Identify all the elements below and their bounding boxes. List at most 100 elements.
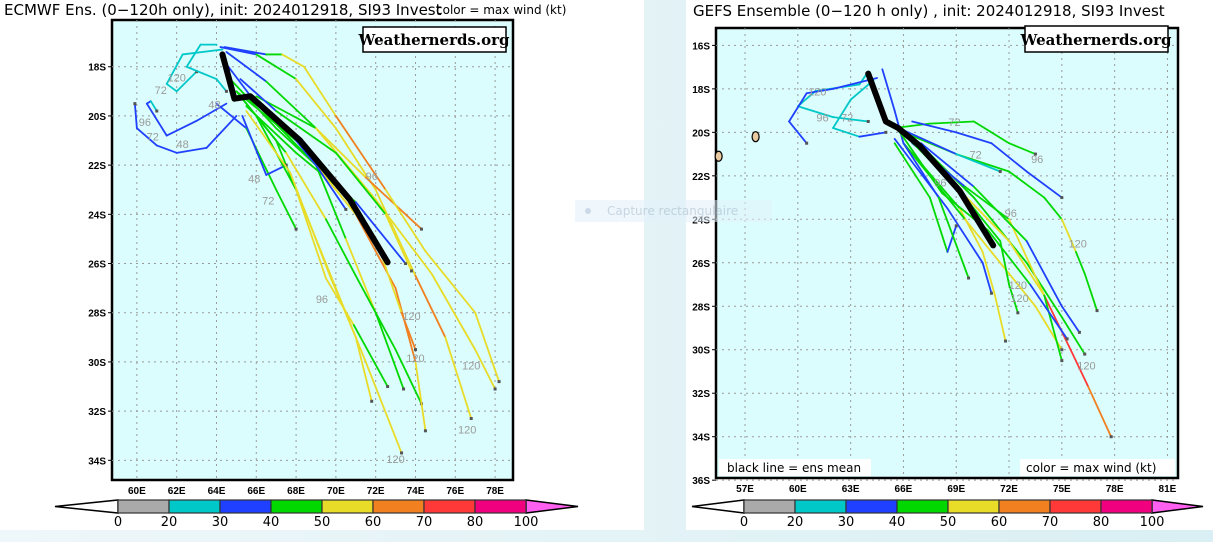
ecmwf-ensemble-member-track [185,43,228,93]
ecmwf-track-segment [430,272,477,351]
gefs-track-segment [990,142,1028,173]
gefs-lat-tick-label: 20S [692,128,710,139]
ecmwf-forecast-hour-label: 120 [406,353,424,365]
ecmwf-track-segment [295,188,327,280]
gefs-colorbar-label: 100 [1140,515,1165,530]
gefs-forecast-hour-label: 72 [948,117,960,129]
gefs-ensemble-map: GEFS Ensemble (0−120 h only) , init: 202… [691,2,1204,530]
ecmwf-track-segment [205,115,238,149]
gefs-track-endpoint [1083,352,1087,356]
ecmwf-track-segment [394,348,423,405]
ecmwf-track-segment [315,164,347,240]
ecmwf-ensemble-member-track [245,110,374,403]
gefs-legend-note: color = max wind (kt) [1026,461,1156,475]
ecmwf-track-segment [444,336,473,420]
gefs-track-segment [1043,196,1063,221]
ecmwf-colorbar-swatch [219,499,272,514]
ecmwf-track-segment [155,144,178,154]
gefs-lon-tick-label: 69E [947,484,965,495]
gefs-track-segment [911,120,958,134]
gefs-track-segment [796,105,834,119]
ecmwf-title: ECMWF Ens. (0−120h only), init: 20240129… [4,1,442,19]
gefs-track-segment [946,224,958,253]
gefs-forecast-hour-label: 96 [934,178,946,190]
ecmwf-track-endpoint [224,89,228,93]
ecmwf-lon-tick-label: 72E [367,486,385,497]
ecmwf-track-endpoint [344,207,348,211]
ecmwf-track-segment [181,48,224,56]
ecmwf-colorbar-label: 70 [416,515,433,530]
gefs-lat-tick-label: 28S [692,302,710,313]
gefs-lat-tick-label: 18S [692,85,710,96]
ecmwf-track-segment [241,115,268,176]
ecmwf-track-segment [165,83,178,93]
gefs-colorbar-swatch [896,499,949,514]
gefs-track-endpoint [866,119,870,123]
ecmwf-track-endpoint [404,262,408,266]
gefs-track-segment [788,120,808,145]
gefs-track-endpoint [1077,330,1081,334]
ecmwf-track-segment [424,250,477,314]
gefs-track-segment [964,218,1010,275]
gefs-track-segment [928,196,949,253]
ecmwf-colorbar-label: 40 [263,515,280,530]
ecmwf-forecast-hour-label: 120 [458,424,476,436]
gefs-lat-tick-label: 22S [692,172,710,183]
gefs-watermark-box [1024,25,1169,53]
ecmwf-track-segment [334,115,387,191]
gefs-track-segment [1043,294,1072,351]
ecmwf-ensemble-member-track [239,78,414,273]
gefs-track-segment [964,185,1010,221]
ecmwf-track-segment [245,110,292,174]
ecmwf-forecast-hour-label: 72 [262,195,274,207]
ecmwf-colorbar-label: 100 [514,515,539,530]
ecmwf-track-endpoint [294,227,298,231]
ecmwf-ensemble-member-track [133,102,238,154]
ecmwf-track-segment [255,53,297,80]
gefs-track-segment [1008,142,1037,155]
ecmwf-lon-tick-label: 64E [208,486,226,497]
gefs-track-segment [1060,316,1086,355]
gefs-colorbar-label: 20 [787,515,804,530]
gefs-lat-tick-label: 26S [692,259,710,270]
gefs-track-segment [1008,283,1019,314]
ecmwf-colorbar-swatch [270,499,323,514]
gefs-lat-tick-label: 32S [692,389,710,400]
ecmwf-track-segment [145,102,168,137]
ecmwf-track-endpoint [133,102,137,106]
gefs-forecast-hour-label: 120 [1010,293,1028,305]
gefs-colorbar-swatch [998,499,1051,514]
gefs-forecast-hour-label: 120 [1077,360,1095,372]
gefs-lon-tick-label: 66E [895,484,913,495]
ecmwf-lon-tick-label: 74E [407,486,425,497]
ecmwf-track-segment [364,361,403,454]
ecmwf-track-segment [374,311,405,390]
ecmwf-track-endpoint [402,387,406,391]
ecmwf-lat-tick-label: 30S [88,358,106,369]
ecmwf-legend-note: color = max wind (kt) [436,3,566,17]
ecmwf-track-endpoint [410,269,414,273]
gefs-track-endpoint [954,224,958,228]
gefs-track-segment [1025,170,1063,199]
ecmwf-track-segment [215,102,248,130]
ecmwf-track-endpoint [370,399,374,403]
gefs-ensemble-member-track [832,79,888,138]
gefs-colorbar-label: 40 [889,515,906,530]
gefs-forecast-hour-label: 120 [1069,239,1087,251]
ecmwf-lon-tick-label: 62E [168,486,186,497]
ecmwf-track-segment [175,147,208,154]
ecmwf-track-segment [149,100,158,112]
capture-tooltip: Capture rectangulaire [575,200,772,222]
gefs-lat-tick-label: 34S [692,433,710,444]
gefs-colorbar-swatch [947,499,1000,514]
ecmwf-track-segment [185,65,218,80]
gefs-track-segment [955,153,1002,173]
ecmwf-track-endpoint [413,348,417,352]
gefs-track-endpoint [998,169,1002,173]
ecmwf-forecast-hour-label: 120 [386,454,404,466]
gefs-track-segment [893,142,931,199]
ecmwf-colorbar-swatch [117,499,170,514]
gefs-colorbar-swatch [845,499,898,514]
ecmwf-track-segment [275,188,297,230]
ecmwf-lat-tick-label: 28S [88,309,106,320]
